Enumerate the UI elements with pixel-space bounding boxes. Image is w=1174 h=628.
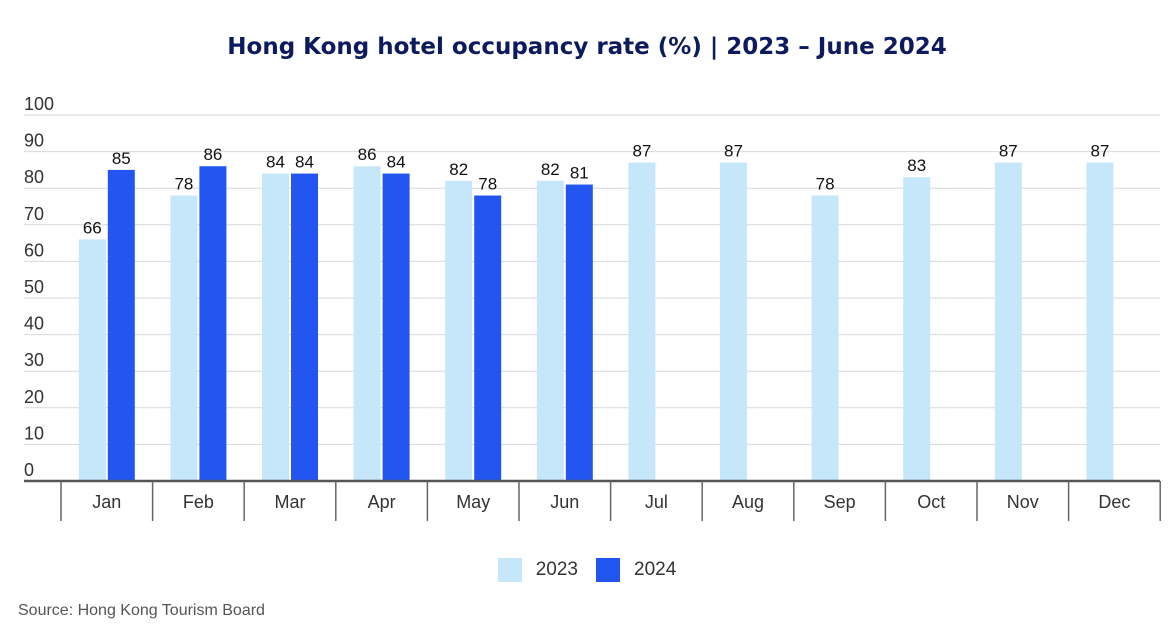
data-label: 87 xyxy=(999,142,1018,161)
y-tick-label: 90 xyxy=(24,131,44,151)
x-tick-label: Oct xyxy=(917,492,945,512)
chart-title: Hong Kong hotel occupancy rate (%) | 202… xyxy=(227,34,947,60)
legend-label-2024: 2024 xyxy=(634,559,677,580)
data-label: 82 xyxy=(541,160,560,179)
data-label: 78 xyxy=(478,175,497,194)
bar-2023-Oct xyxy=(903,177,931,481)
data-label: 66 xyxy=(83,218,102,237)
data-label: 87 xyxy=(1090,142,1109,161)
data-label: 87 xyxy=(632,142,651,161)
legend-swatch-2023 xyxy=(497,558,522,582)
x-tick-label: Apr xyxy=(368,492,396,512)
x-tick-label: Aug xyxy=(732,492,764,512)
bars xyxy=(78,162,1114,482)
y-tick-label: 30 xyxy=(24,350,44,370)
bar-2023-Jul xyxy=(628,162,656,481)
bar-2023-Sep xyxy=(811,195,839,481)
data-label: 87 xyxy=(724,142,743,161)
y-tick-label: 80 xyxy=(24,167,44,187)
x-tick-label: Dec xyxy=(1098,492,1130,512)
bar-2024-Mar xyxy=(291,173,318,481)
x-tick-label: May xyxy=(456,492,490,512)
bar-2024-Jan xyxy=(107,169,135,481)
bar-2023-Feb xyxy=(170,195,198,481)
data-label: 84 xyxy=(295,153,314,172)
data-label: 86 xyxy=(358,145,377,164)
x-tick-label: Jan xyxy=(92,492,121,512)
legend-item-2024: 2024 xyxy=(596,558,676,582)
data-label: 83 xyxy=(907,156,926,175)
bar-2024-Apr xyxy=(382,173,410,481)
x-tick-label: Jun xyxy=(550,492,579,512)
y-tick-label: 100 xyxy=(24,94,54,114)
y-tick-label: 10 xyxy=(24,423,44,443)
bar-2024-May xyxy=(474,195,502,481)
y-tick-label: 40 xyxy=(24,314,44,334)
data-label: 81 xyxy=(570,164,589,183)
bar-2023-Dec xyxy=(1086,162,1114,481)
data-label: 86 xyxy=(203,145,222,164)
data-label: 82 xyxy=(449,160,468,179)
x-axis: Jan Feb Mar Apr May Jun Jul Aug Sep Oct Nov Dec xyxy=(24,479,1161,521)
x-tick-label: Jul xyxy=(645,492,668,512)
data-label: 84 xyxy=(266,153,285,172)
data-labels: 66 85 78 86 84 84 86 84 82 78 82 81 87 87 78 83 87 87 xyxy=(83,142,1110,238)
bar-2023-Jun xyxy=(536,180,564,481)
x-tick-label: Mar xyxy=(275,492,306,512)
bar-2024-Jun xyxy=(565,184,593,482)
bar-2023-Jan xyxy=(78,239,106,481)
source-note: Source: Hong Kong Tourism Board xyxy=(18,602,265,619)
y-tick-label: 50 xyxy=(24,277,44,297)
bar-2023-Nov xyxy=(994,162,1022,481)
data-label: 85 xyxy=(112,149,131,168)
bar-2023-Mar xyxy=(262,173,289,481)
data-label: 78 xyxy=(174,175,193,194)
legend-swatch-2024 xyxy=(596,558,620,582)
y-tick-label: 60 xyxy=(24,240,44,260)
data-label: 84 xyxy=(387,153,406,172)
legend-label-2023: 2023 xyxy=(535,559,578,580)
y-tick-label: 0 xyxy=(24,460,34,480)
data-label: 78 xyxy=(816,175,835,194)
legend-item-2023: 2023 xyxy=(497,558,578,582)
bar-2023-Aug xyxy=(720,162,747,481)
bar-2023-May xyxy=(445,180,473,481)
bar-2023-Apr xyxy=(353,166,381,482)
x-tick-label: Feb xyxy=(183,492,214,512)
bar-2024-Feb xyxy=(199,166,227,482)
legend: 2023 2024 xyxy=(0,558,1174,582)
y-axis-ticks: 0 10 20 30 40 50 60 70 80 90 100 xyxy=(24,94,54,480)
x-tick-label: Sep xyxy=(824,492,856,512)
x-tick-label: Nov xyxy=(1007,492,1039,512)
y-tick-label: 70 xyxy=(24,204,44,224)
y-tick-label: 20 xyxy=(24,387,44,407)
